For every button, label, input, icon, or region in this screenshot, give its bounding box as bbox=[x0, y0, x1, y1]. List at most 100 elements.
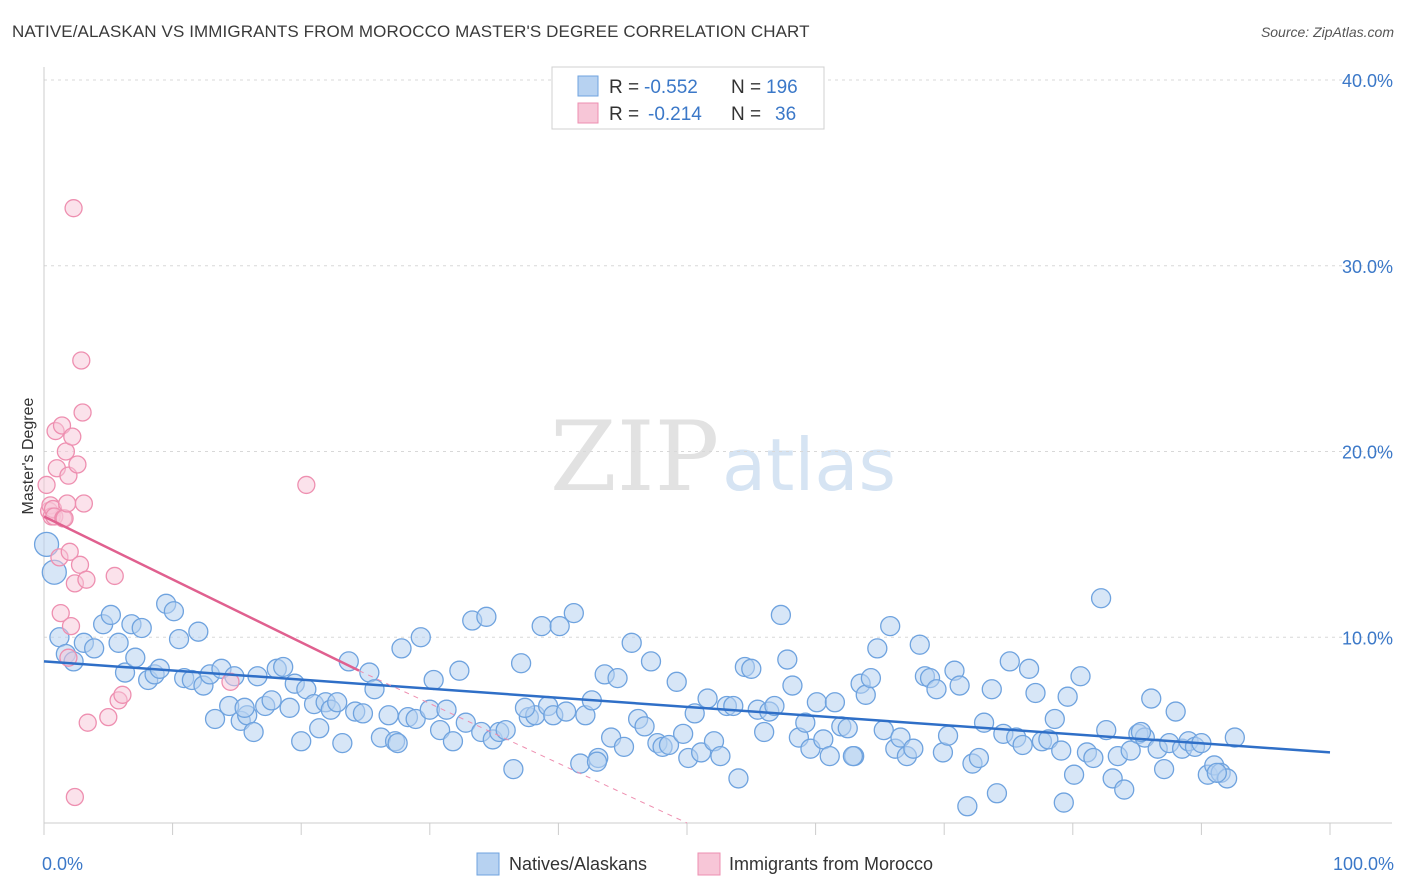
point-natives-25 bbox=[204, 708, 226, 730]
grid-lines bbox=[44, 79, 1392, 638]
legend-swatch-blue bbox=[577, 75, 599, 97]
point-natives-188 bbox=[1206, 762, 1227, 783]
series-legend: Natives/Alaskans Immigrants from Morocco bbox=[476, 852, 933, 876]
point-morocco-24 bbox=[73, 403, 92, 422]
y-tick-labels: 10.0% 20.0% 30.0% 40.0% bbox=[1342, 71, 1393, 648]
point-natives-81 bbox=[563, 602, 584, 624]
point-natives-161 bbox=[1057, 686, 1078, 707]
point-natives-190 bbox=[1130, 721, 1152, 743]
y-tick-label-2: 30.0% bbox=[1342, 257, 1393, 277]
point-natives-46 bbox=[332, 732, 353, 754]
point-natives-130 bbox=[867, 638, 888, 659]
point-natives-141 bbox=[932, 742, 954, 763]
point-natives-156 bbox=[1025, 682, 1046, 704]
point-natives-42 bbox=[309, 718, 330, 739]
point-natives-134 bbox=[890, 727, 911, 748]
point-natives-13 bbox=[131, 617, 152, 639]
point-natives-90 bbox=[621, 632, 642, 653]
legend-n-label-0: N = bbox=[731, 77, 761, 98]
point-natives-176 bbox=[1153, 758, 1175, 780]
point-natives-149 bbox=[981, 679, 1002, 700]
legend-r-value-0: -0.552 bbox=[644, 77, 698, 98]
chart-title: NATIVE/ALASKAN VS IMMIGRANTS FROM MOROCC… bbox=[12, 22, 810, 41]
point-morocco-16 bbox=[60, 542, 79, 561]
legend-n-value-1: 36 bbox=[775, 104, 796, 125]
trend-line-natives bbox=[43, 660, 1331, 754]
series-immigrants-from-morocco bbox=[37, 199, 316, 807]
point-natives-102 bbox=[697, 688, 718, 709]
point-natives-93 bbox=[640, 651, 662, 672]
point-natives-144 bbox=[949, 675, 970, 696]
point-natives-73 bbox=[510, 653, 532, 674]
point-natives-39 bbox=[291, 731, 312, 752]
point-natives-167 bbox=[1096, 719, 1117, 741]
point-natives-72 bbox=[503, 758, 524, 780]
point-natives-45 bbox=[327, 692, 348, 713]
point-natives-89 bbox=[613, 736, 635, 757]
point-natives-142 bbox=[937, 725, 959, 746]
point-morocco-28 bbox=[65, 787, 85, 807]
point-natives-129 bbox=[860, 667, 882, 689]
point-morocco-17 bbox=[61, 616, 81, 636]
trend-line-morocco-extension bbox=[358, 670, 688, 824]
y-axis-label: Master's Degree bbox=[20, 397, 37, 514]
legend-r-value-1: -0.214 bbox=[648, 104, 702, 125]
point-morocco-25 bbox=[74, 494, 94, 513]
point-natives-37 bbox=[279, 697, 300, 718]
point-natives-191 bbox=[842, 745, 864, 767]
point-natives-154 bbox=[1012, 734, 1033, 756]
watermark-zip: ZIP bbox=[550, 401, 719, 513]
y-tick-label-3: 40.0% bbox=[1342, 71, 1393, 91]
point-natives-152 bbox=[999, 651, 1020, 672]
legend-n-value-0: 196 bbox=[766, 77, 798, 98]
point-natives-71 bbox=[495, 719, 516, 741]
point-morocco-18 bbox=[63, 427, 82, 446]
bottom-legend-swatch-blue bbox=[476, 852, 500, 876]
point-natives-76 bbox=[531, 615, 552, 637]
point-natives-160 bbox=[1051, 740, 1072, 761]
point-natives-109 bbox=[741, 658, 762, 679]
point-natives-12 bbox=[125, 647, 146, 668]
point-natives-111 bbox=[754, 721, 775, 743]
point-morocco-34 bbox=[297, 475, 316, 495]
point-morocco-19 bbox=[64, 199, 83, 218]
legend-swatch-pink bbox=[577, 102, 599, 124]
point-natives-64 bbox=[449, 660, 470, 681]
point-natives-98 bbox=[672, 723, 694, 744]
point-natives-193 bbox=[514, 697, 536, 718]
x-tick-label-max: 100.0% bbox=[1333, 854, 1394, 874]
point-natives-163 bbox=[1070, 666, 1091, 687]
point-morocco-23 bbox=[72, 351, 91, 370]
point-natives-147 bbox=[968, 747, 990, 769]
point-morocco-32 bbox=[113, 685, 132, 704]
point-natives-159 bbox=[1044, 708, 1065, 730]
point-natives-136 bbox=[903, 738, 924, 759]
point-morocco-21 bbox=[68, 455, 87, 474]
point-natives-104 bbox=[710, 745, 731, 767]
point-morocco-30 bbox=[105, 566, 124, 586]
point-natives-34 bbox=[261, 690, 282, 711]
point-natives-80 bbox=[555, 701, 577, 722]
point-natives-166 bbox=[1090, 588, 1112, 609]
point-natives-61 bbox=[429, 719, 451, 741]
x-tick-label-min: 0.0% bbox=[42, 854, 83, 874]
point-natives-158 bbox=[1038, 729, 1059, 750]
point-natives-8 bbox=[100, 604, 122, 626]
point-morocco-14 bbox=[57, 494, 77, 513]
y-tick-label-1: 20.0% bbox=[1342, 443, 1393, 463]
point-natives-114 bbox=[770, 604, 792, 626]
point-natives-132 bbox=[880, 615, 901, 637]
point-natives-19 bbox=[168, 628, 190, 650]
bottom-legend-label-morocco: Immigrants from Morocco bbox=[729, 854, 933, 874]
point-natives-62 bbox=[436, 699, 457, 720]
point-morocco-29 bbox=[99, 707, 118, 727]
point-natives-187 bbox=[1224, 727, 1245, 748]
y-tick-label-0: 10.0% bbox=[1342, 628, 1393, 648]
point-natives-155 bbox=[1018, 658, 1040, 679]
point-natives-101 bbox=[690, 742, 712, 763]
legend-n-label-1: N = bbox=[731, 104, 761, 125]
point-natives-125 bbox=[837, 718, 858, 739]
point-natives-145 bbox=[957, 796, 978, 817]
correlation-legend: R = -0.552 N = 196 R = -0.214 N = 36 bbox=[551, 66, 825, 130]
point-natives-31 bbox=[243, 721, 264, 743]
